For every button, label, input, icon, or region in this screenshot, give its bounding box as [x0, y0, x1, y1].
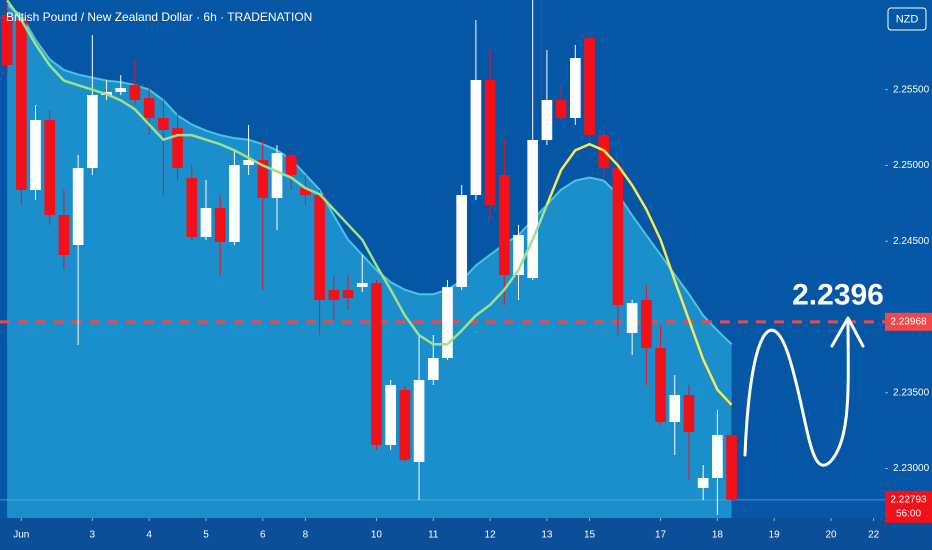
x-tick-label: 12 — [485, 530, 497, 541]
countdown-label: 56:00 — [896, 508, 921, 519]
candle-body — [641, 300, 652, 349]
candle-body — [243, 160, 254, 165]
x-axis-strip — [0, 518, 932, 550]
x-tick-label: 15 — [584, 530, 596, 541]
candle-body — [712, 435, 723, 479]
last-price-box — [885, 490, 932, 523]
x-tick-label: 11 — [428, 530, 439, 541]
level-label-box — [885, 312, 932, 331]
x-tick-label: 5 — [203, 530, 209, 541]
y-tick-label: 2.24500 — [893, 236, 930, 247]
candle-body — [87, 95, 98, 169]
candle-body — [456, 195, 468, 287]
candle-body — [655, 348, 666, 422]
candle-body — [58, 215, 70, 255]
candle-body — [399, 390, 411, 460]
chart-title: British Pound / New Zealand Dollar · 6h … — [6, 10, 312, 24]
x-tick-label: 4 — [146, 530, 152, 541]
x-tick-label: 8 — [303, 530, 309, 541]
hand-drawn-arrow — [743, 316, 865, 467]
x-tick-label: 19 — [769, 530, 781, 541]
candle-body — [300, 188, 311, 195]
x-tick-label: 10 — [371, 530, 383, 541]
x-tick-label: 20 — [825, 530, 837, 541]
candle-body — [513, 235, 524, 275]
x-tick-label: 18 — [712, 530, 724, 541]
x-tick-label: Jun — [13, 530, 29, 541]
candle-body — [172, 128, 183, 169]
y-tick-label: 2.23000 — [893, 463, 930, 474]
candle-body — [371, 283, 382, 445]
candle-body — [72, 168, 84, 245]
candle-body — [214, 208, 226, 242]
band-edge — [6, 4, 733, 345]
candle-body — [356, 283, 368, 287]
candle-body — [527, 140, 539, 279]
candle-body — [271, 153, 283, 199]
candle-body — [569, 58, 581, 119]
candle-body — [683, 395, 695, 432]
currency-label[interactable]: NZD — [896, 13, 919, 25]
candle-body — [584, 38, 595, 135]
level-label: 2.23968 — [890, 316, 927, 327]
candle-body — [541, 100, 553, 140]
candle-body — [498, 175, 510, 275]
x-tick-label: 3 — [90, 530, 96, 541]
candle-body — [44, 120, 56, 215]
candle-body — [612, 168, 624, 305]
moving-average — [6, 0, 549, 346]
candle-body — [342, 290, 354, 299]
candle-body — [470, 80, 482, 195]
candle-body — [484, 80, 496, 205]
y-tick-label: 2.25000 — [893, 160, 930, 171]
candle-body — [129, 85, 141, 100]
plot-area — [0, 0, 885, 520]
candle-body — [285, 155, 297, 175]
candle-body — [555, 100, 567, 119]
candle-body — [229, 165, 240, 242]
last-price-label: 2.22793 — [890, 494, 927, 505]
candle-body — [697, 478, 709, 489]
candle-body — [427, 358, 439, 380]
x-tick-label: 6 — [260, 530, 266, 541]
candle-body — [726, 435, 737, 500]
candle-body — [257, 160, 269, 199]
candle-body — [143, 98, 155, 119]
x-tick-label: 17 — [655, 530, 667, 541]
candle-body — [200, 208, 212, 237]
candle-body — [314, 195, 325, 300]
candle-body — [328, 290, 340, 300]
band-area — [7, 4, 732, 520]
x-tick-label: 13 — [541, 530, 553, 541]
x-tick-label: 22 — [868, 530, 880, 541]
y-tick-label: 2.25500 — [893, 84, 930, 95]
candle-body — [1, 15, 13, 65]
candle-body — [30, 120, 41, 190]
candle-body — [186, 178, 198, 237]
y-tick-label: 2.23500 — [893, 387, 930, 398]
candle-body — [158, 118, 169, 130]
candle-body — [385, 385, 396, 445]
level-annotation: 2.2396 — [792, 279, 884, 312]
candle-body — [442, 286, 453, 359]
candle-body — [15, 20, 27, 190]
candle-body — [413, 380, 425, 462]
candle-body — [669, 395, 681, 422]
moving-average — [545, 142, 733, 406]
currency-button[interactable] — [887, 7, 927, 31]
candle-body — [115, 88, 127, 92]
candle-body — [626, 303, 638, 334]
